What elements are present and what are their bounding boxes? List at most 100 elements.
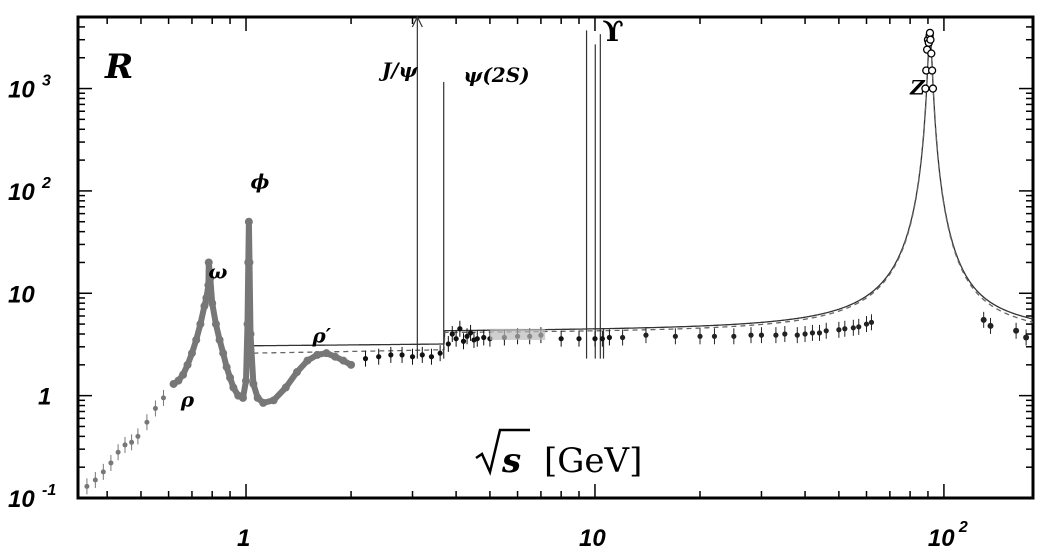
data-point xyxy=(115,449,121,455)
data-point xyxy=(467,330,474,336)
data-point xyxy=(816,330,823,336)
data-point xyxy=(1023,334,1030,341)
data-point xyxy=(980,316,987,323)
x-tick-exponent: 2 xyxy=(958,519,968,536)
data-point xyxy=(697,333,703,339)
data-point xyxy=(322,349,331,358)
data-point xyxy=(599,336,605,342)
data-point xyxy=(1013,327,1020,334)
data-point xyxy=(823,328,829,334)
data-point xyxy=(269,396,278,405)
y-tick-label: 10 xyxy=(8,179,35,206)
data-point xyxy=(244,217,253,226)
data-point xyxy=(293,368,302,377)
data-point xyxy=(129,439,135,445)
data-series xyxy=(84,28,1030,495)
sqrt-symbol xyxy=(475,428,530,476)
data-point xyxy=(558,336,564,342)
x-axis-variable: s xyxy=(501,441,521,481)
z-label: Z xyxy=(909,76,926,100)
data-point xyxy=(362,356,369,362)
data-point xyxy=(927,66,937,75)
y-tick-label: 10 xyxy=(8,77,35,104)
model-solid xyxy=(253,32,1034,347)
data-point xyxy=(215,335,224,344)
data-point xyxy=(711,333,718,339)
data-point xyxy=(179,370,188,379)
data-point xyxy=(773,332,779,338)
x-tick-label: 10 xyxy=(928,525,955,552)
resonance-spikes xyxy=(411,15,605,359)
model-curves xyxy=(253,32,1034,354)
data-point xyxy=(187,349,196,358)
y-tick-label: 1 xyxy=(38,384,51,411)
data-point xyxy=(460,338,467,344)
psi2s-label: ψ(2S) xyxy=(464,63,530,87)
data-point xyxy=(863,321,870,327)
data-point xyxy=(204,281,213,290)
plot-frame xyxy=(76,15,1035,500)
x-tick-label: 1 xyxy=(237,525,250,552)
rho-prime-label: ρ′ xyxy=(311,324,331,348)
data-point xyxy=(84,483,90,489)
data-point xyxy=(253,393,262,402)
data-point xyxy=(183,360,192,369)
data-point xyxy=(219,349,228,358)
data-point xyxy=(856,324,862,330)
data-point xyxy=(229,383,238,392)
data-point xyxy=(174,376,183,385)
data-point xyxy=(437,350,443,356)
data-point xyxy=(928,84,938,93)
data-point xyxy=(836,327,842,333)
x-axis-unit: [GeV] xyxy=(544,441,642,481)
data-point xyxy=(758,332,765,338)
data-point xyxy=(925,28,935,38)
data-point xyxy=(192,335,201,344)
y-tick-exponent: -1 xyxy=(42,482,56,499)
data-point xyxy=(464,333,470,339)
z-peak-data xyxy=(921,28,938,93)
data-point xyxy=(672,333,678,339)
data-point xyxy=(202,293,211,302)
y-tick-exponent: 3 xyxy=(42,73,51,90)
data-point xyxy=(987,322,994,329)
data-point xyxy=(619,334,626,341)
data-point xyxy=(399,352,405,358)
y-tick-label: 10 xyxy=(8,281,35,308)
jpsi-label: J/ψ xyxy=(378,58,419,82)
omega-label: ω xyxy=(208,259,227,283)
data-point xyxy=(208,299,217,308)
x-tick-label: 10 xyxy=(579,525,606,552)
data-point xyxy=(347,360,356,369)
data-point xyxy=(453,336,459,342)
continuum-data xyxy=(619,314,875,346)
data-point xyxy=(809,330,816,336)
charm-region-data xyxy=(362,320,613,367)
data-point xyxy=(196,320,205,329)
model-dashed xyxy=(253,34,1034,354)
data-point xyxy=(409,354,416,360)
data-point xyxy=(245,258,254,267)
resonance-labels: ρ ω ϕ ρ′ J/ψ ψ(2S) ϒ Z xyxy=(180,15,926,411)
low-energy-points xyxy=(84,389,166,495)
data-point xyxy=(152,405,158,411)
data-point xyxy=(926,35,935,44)
data-point xyxy=(376,354,382,360)
data-point xyxy=(794,332,800,338)
data-point xyxy=(331,352,340,361)
data-point xyxy=(211,320,220,329)
upsilon-label: ϒ xyxy=(602,15,623,48)
data-point xyxy=(100,469,106,475)
data-point xyxy=(850,325,856,331)
data-point xyxy=(481,334,487,341)
data-point xyxy=(135,433,141,439)
data-point xyxy=(259,398,268,407)
axis-ticks xyxy=(78,16,1033,499)
data-point xyxy=(428,354,435,360)
y-tick-label: 10 xyxy=(8,486,35,513)
data-point xyxy=(160,395,166,401)
data-point xyxy=(92,477,98,483)
data-point xyxy=(249,379,258,388)
